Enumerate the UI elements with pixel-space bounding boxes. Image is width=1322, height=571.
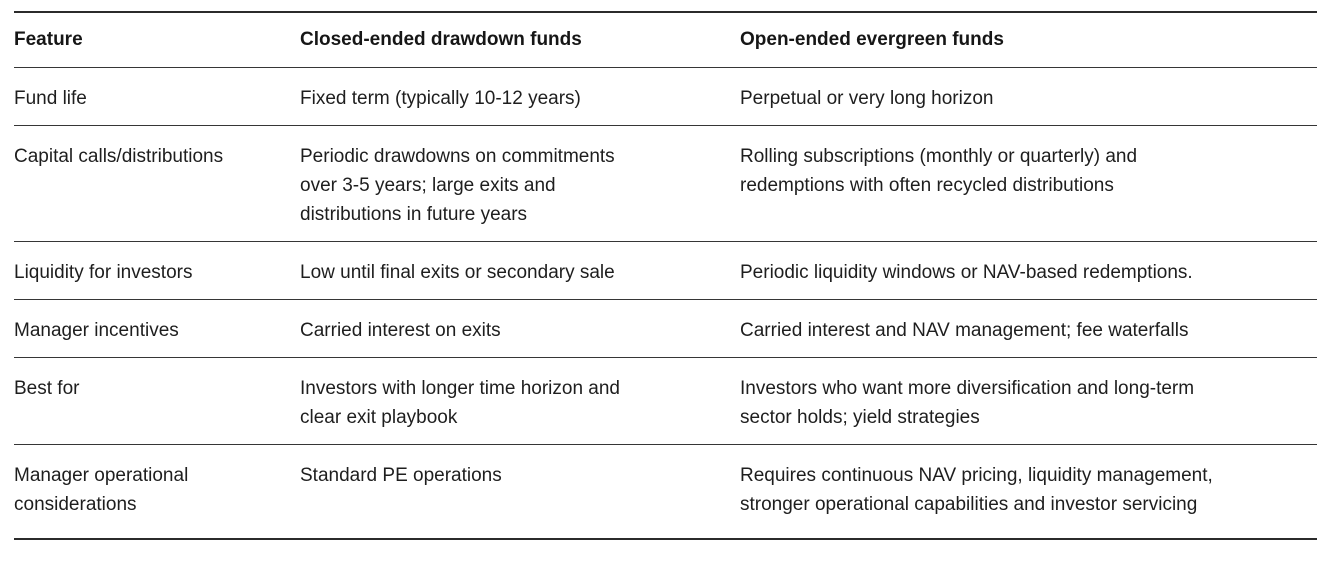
table-row-fund-life: Fund life Fixed term (typically 10-12 ye…	[14, 68, 1317, 126]
cell-open-ended: Perpetual or very long horizon	[740, 88, 994, 109]
cell-closed-ended: Carried interest on exits	[300, 299, 740, 358]
table-row-best-for: Best for Investors with longer time hori…	[14, 357, 1317, 445]
cell-closed-ended: Standard PE operations	[300, 444, 740, 539]
table-row-liquidity: Liquidity for investors Low until final …	[14, 241, 1317, 300]
cell-open-ended: Investors who want more diversification …	[740, 357, 1317, 445]
column-header-feature: Feature	[14, 12, 300, 68]
cell-closed-ended: Low until final exits or secondary sale	[300, 241, 740, 300]
header-row: Feature Closed-ended drawdown funds Open…	[14, 12, 1317, 68]
cell-open-ended: Requires continuous NAV pricing, liquidi…	[740, 444, 1317, 539]
table-row-capital-calls: Capital calls/distributions Periodic dra…	[14, 125, 1317, 242]
cell-feature: Fund life	[14, 88, 87, 109]
cell-feature: Manager incentives	[14, 299, 300, 358]
cell-feature: Manager operational considerations	[14, 444, 300, 539]
fund-comparison-table: Feature Closed-ended drawdown funds Open…	[14, 11, 1317, 540]
cell-open-ended: Carried interest and NAV management; fee…	[740, 299, 1317, 358]
cell-closed-ended: Investors with longer time horizon and c…	[300, 357, 740, 445]
column-header-closed-ended: Closed-ended drawdown funds	[300, 12, 740, 68]
cell-open-ended: Rolling subscriptions (monthly or quarte…	[740, 125, 1317, 242]
cell-closed-ended: Periodic drawdowns on commitments over 3…	[300, 125, 740, 242]
cell-closed-ended: Fixed term (typically 10-12 years)	[300, 88, 581, 109]
cell-feature: Best for	[14, 357, 300, 445]
cell-feature: Liquidity for investors	[14, 241, 300, 300]
cell-open-ended: Periodic liquidity windows or NAV-based …	[740, 241, 1317, 300]
cell-feature: Capital calls/distributions	[14, 125, 300, 242]
table-row-manager-operational: Manager operational considerations Stand…	[14, 444, 1317, 539]
column-header-open-ended: Open-ended evergreen funds	[740, 12, 1317, 68]
table-row-manager-incentives: Manager incentives Carried interest on e…	[14, 299, 1317, 358]
